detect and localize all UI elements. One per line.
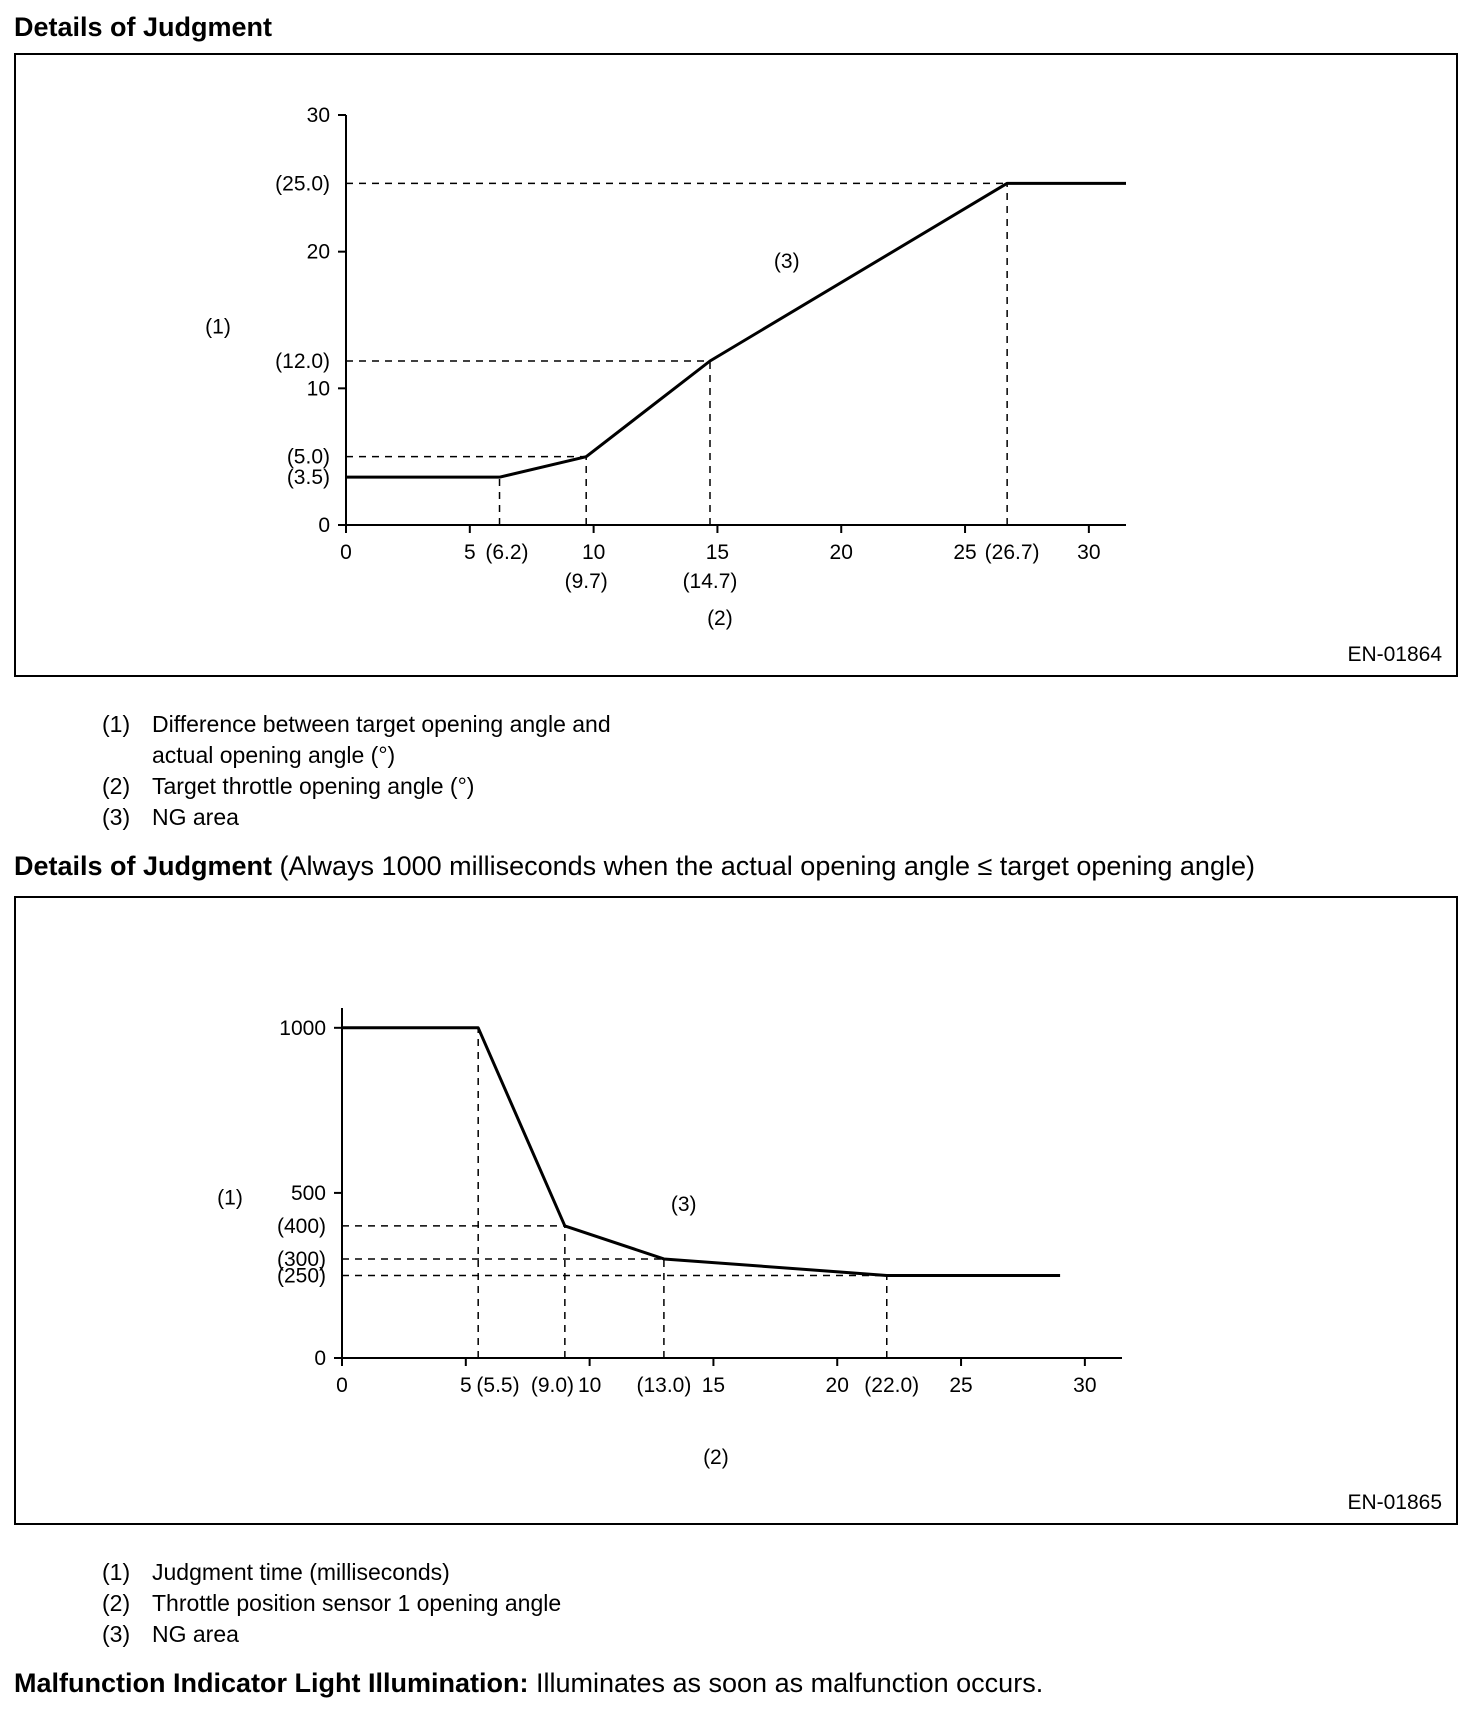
legend-item-line: NG area bbox=[152, 804, 239, 830]
y-paren-label: (400) bbox=[277, 1215, 326, 1238]
ng-area-label: (3) bbox=[671, 1193, 697, 1216]
x-tick-label: 30 bbox=[1073, 1374, 1096, 1397]
x-axis-title: (2) bbox=[703, 1446, 729, 1469]
x-tick-label: 15 bbox=[702, 1374, 725, 1397]
x-tick-label: 0 bbox=[336, 1374, 348, 1397]
x-tick-label: 30 bbox=[1077, 541, 1100, 564]
footer-bold: Malfunction Indicator Light Illumination… bbox=[14, 1668, 529, 1698]
legend-item-number: (1) bbox=[102, 711, 131, 737]
y-tick-label: 1000 bbox=[279, 1017, 326, 1040]
legend-1: (1) Difference between target opening an… bbox=[14, 709, 1458, 833]
legend-item-number: (2) bbox=[102, 773, 131, 799]
legend-item-number: (3) bbox=[102, 1621, 131, 1647]
legend-item-line: Judgment time (milliseconds) bbox=[152, 1559, 450, 1585]
x-tick-label: 5 bbox=[464, 541, 476, 564]
legend-item-line: Difference between target opening angle … bbox=[152, 711, 611, 737]
y-paren-label: (3.5) bbox=[287, 466, 330, 489]
x-paren-label: (22.0) bbox=[864, 1374, 919, 1397]
y-tick-label: 20 bbox=[307, 241, 330, 264]
legend-item-text: NG area bbox=[152, 802, 239, 833]
x-tick-label: 20 bbox=[830, 541, 853, 564]
x-tick-label: 25 bbox=[949, 1374, 972, 1397]
legend-item-line: actual opening angle (°) bbox=[152, 742, 396, 768]
y-tick-label: 30 bbox=[307, 104, 330, 127]
x-tick-label: 0 bbox=[340, 541, 352, 564]
y-tick-label: 10 bbox=[307, 377, 330, 400]
x-tick-label: 20 bbox=[826, 1374, 849, 1397]
y-paren-label: (300) bbox=[277, 1248, 326, 1271]
legend-item-line: NG area bbox=[152, 1621, 239, 1647]
judgment-boundary-line bbox=[346, 181, 1126, 479]
x-tick-label: 10 bbox=[582, 541, 605, 564]
x-tick-label: 10 bbox=[578, 1374, 601, 1397]
chart-frame-2: 0 5 10 15 20 25 30 (5.5) (9.0) (13.0) (22.0) 0 500 10… bbox=[14, 896, 1458, 1525]
x-paren-label: (13.0) bbox=[636, 1374, 691, 1397]
heading-2-bold: Details of Judgment bbox=[14, 851, 273, 881]
heading-2-rest: (Always 1000 milliseconds when the actua… bbox=[272, 851, 1255, 881]
y-paren-label: (25.0) bbox=[275, 172, 330, 195]
y-paren-label: (250) bbox=[277, 1264, 326, 1287]
legend-item-text: NG area bbox=[152, 1619, 239, 1650]
y-axis-title: (1) bbox=[217, 1186, 243, 1209]
x-paren-label: (26.7) bbox=[985, 541, 1040, 564]
legend-item-text: Judgment time (milliseconds) bbox=[152, 1557, 450, 1588]
ng-area-label: (3) bbox=[774, 250, 800, 273]
legend-item: (1) Difference between target opening an… bbox=[102, 709, 1458, 771]
x-paren-label: (9.7) bbox=[565, 570, 608, 593]
x-paren-label: (6.2) bbox=[485, 541, 528, 564]
x-axis-title: (2) bbox=[707, 607, 733, 630]
judgment-chart-2: 0 5 10 15 20 25 30 (5.5) (9.0) (13.0) (22.0) 0 500 10… bbox=[217, 1008, 1442, 1514]
x-tick-label: 5 bbox=[460, 1374, 472, 1397]
legend-item: (3) NG area bbox=[102, 802, 1458, 833]
x-paren-label: (14.7) bbox=[683, 570, 738, 593]
y-tick-label: 500 bbox=[291, 1182, 326, 1205]
figure-code-label: EN-01865 bbox=[1347, 1491, 1442, 1514]
judgment-boundary-line bbox=[342, 1026, 1061, 1277]
figure-code-label: EN-01864 bbox=[1347, 643, 1442, 666]
chart-frame-1: 0 5 10 15 20 25 30 (6.2) (9.7) (14.7) (26.7) 0 10 20 3… bbox=[14, 53, 1458, 677]
legend-item-text: Target throttle opening angle (°) bbox=[152, 771, 474, 802]
legend-item: (2) Throttle position sensor 1 opening a… bbox=[102, 1588, 1458, 1619]
section-heading-2: Details of Judgment (Always 1000 millise… bbox=[14, 851, 1458, 882]
legend-item: (1) Judgment time (milliseconds) bbox=[102, 1557, 1458, 1588]
legend-item-text: Difference between target opening angle … bbox=[152, 709, 611, 771]
y-paren-label: (5.0) bbox=[287, 446, 330, 469]
y-axis-title: (1) bbox=[205, 316, 231, 339]
legend-item-number: (1) bbox=[102, 1559, 131, 1585]
x-paren-label: (9.0) bbox=[531, 1374, 574, 1397]
x-paren-label: (5.5) bbox=[476, 1374, 519, 1397]
footer-note: Malfunction Indicator Light Illumination… bbox=[14, 1668, 1458, 1699]
legend-item: (2) Target throttle opening angle (°) bbox=[102, 771, 1458, 802]
x-tick-label: 25 bbox=[953, 541, 976, 564]
legend-item: (3) NG area bbox=[102, 1619, 1458, 1650]
legend-item-line: Throttle position sensor 1 opening angle bbox=[152, 1590, 562, 1616]
judgment-chart-1: 0 5 10 15 20 25 30 (6.2) (9.7) (14.7) (26.7) 0 10 20 3… bbox=[205, 104, 1442, 666]
section-heading-1: Details of Judgment bbox=[14, 12, 273, 42]
y-tick-label: 0 bbox=[318, 514, 330, 537]
x-tick-label: 15 bbox=[706, 541, 729, 564]
y-paren-label: (12.0) bbox=[275, 350, 330, 373]
legend-item-text: Throttle position sensor 1 opening angle bbox=[152, 1588, 561, 1619]
legend-item-number: (3) bbox=[102, 804, 131, 830]
legend-item-line: Target throttle opening angle (°) bbox=[152, 773, 475, 799]
legend-item-number: (2) bbox=[102, 1590, 131, 1616]
legend-2: (1) Judgment time (milliseconds) (2) Thr… bbox=[14, 1557, 1458, 1650]
footer-rest: Illuminates as soon as malfunction occur… bbox=[528, 1668, 1044, 1698]
y-tick-label: 0 bbox=[314, 1347, 326, 1370]
